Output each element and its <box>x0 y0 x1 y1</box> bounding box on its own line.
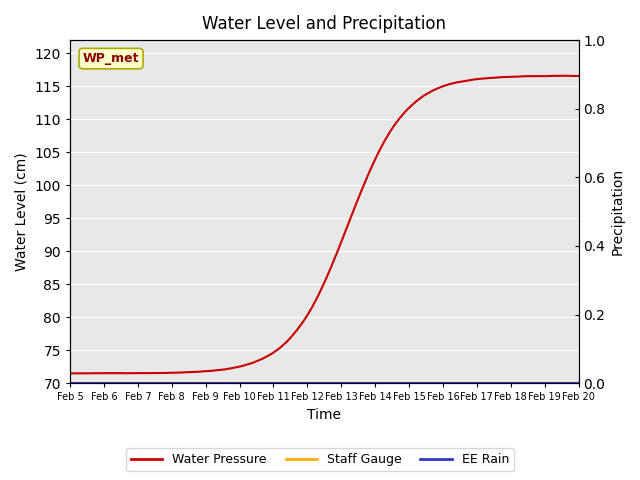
EE Rain <box>483 380 491 386</box>
Staff Gauge <box>311 380 319 385</box>
EE Rain <box>341 380 349 386</box>
EE Rain <box>67 380 74 386</box>
Water Pressure <box>575 73 582 79</box>
EE Rain <box>311 380 319 386</box>
Water Pressure <box>341 229 349 235</box>
Title: Water Level and Precipitation: Water Level and Precipitation <box>202 15 446 33</box>
Staff Gauge <box>341 380 349 385</box>
Staff Gauge <box>483 380 491 385</box>
Water Pressure <box>308 305 316 311</box>
Water Pressure <box>67 371 74 376</box>
Water Pressure <box>561 73 569 79</box>
Water Pressure <box>483 75 491 81</box>
Y-axis label: Precipitation: Precipitation <box>611 168 625 255</box>
Water Pressure <box>564 73 572 79</box>
EE Rain <box>563 380 570 386</box>
Staff Gauge <box>67 380 74 385</box>
Staff Gauge <box>369 380 376 385</box>
Line: Water Pressure: Water Pressure <box>70 76 579 373</box>
Staff Gauge <box>308 380 316 385</box>
EE Rain <box>369 380 376 386</box>
Staff Gauge <box>563 380 570 385</box>
X-axis label: Time: Time <box>307 408 341 422</box>
Staff Gauge <box>575 380 582 385</box>
Water Pressure <box>369 162 376 168</box>
Legend: Water Pressure, Staff Gauge, EE Rain: Water Pressure, Staff Gauge, EE Rain <box>126 448 514 471</box>
Water Pressure <box>311 300 319 305</box>
EE Rain <box>308 380 316 386</box>
Text: WP_met: WP_met <box>83 52 140 65</box>
EE Rain <box>575 380 582 386</box>
Y-axis label: Water Level (cm): Water Level (cm) <box>15 152 29 271</box>
